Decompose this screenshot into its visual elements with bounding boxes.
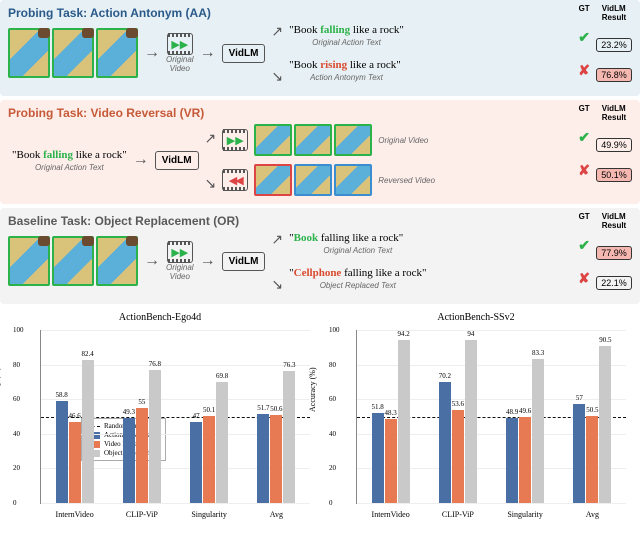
text-sub: Object Replaced Text xyxy=(289,281,426,290)
thumb xyxy=(96,28,138,78)
vidlm-box: VidLM xyxy=(155,151,199,170)
result-header: VidLM Result xyxy=(602,104,626,122)
cross-icon: ✘ xyxy=(578,162,590,179)
arrow-right-icon: → xyxy=(200,44,216,62)
result-columns: GT ✔ ✘ VidLM Result 23.2% 76.8% xyxy=(578,4,632,82)
cross-icon: ✘ xyxy=(578,62,590,79)
chart-title: ActionBench-SSv2 xyxy=(322,312,630,323)
thumb xyxy=(334,164,372,196)
result-badge: 49.9% xyxy=(596,138,632,152)
fork-arrows: ↗↘ xyxy=(205,133,217,188)
video-thumbs xyxy=(8,28,138,78)
plot-area: Random Guess Action Antonym Video Revers… xyxy=(40,330,310,504)
plot-area: 02040608010051.848.394.2InternVideo70.25… xyxy=(356,330,626,504)
cross-icon: ✘ xyxy=(578,270,590,287)
fork-arrows: ↗↘ xyxy=(271,234,283,289)
thumb xyxy=(254,124,292,156)
film-icon: ▶▶ xyxy=(167,33,193,55)
video-thumbs xyxy=(8,236,138,286)
check-icon: ✔ xyxy=(578,129,590,146)
video-thumbs-reversed xyxy=(254,164,372,196)
check-icon: ✔ xyxy=(578,237,590,254)
text-input: "Book falling like a rock" xyxy=(12,149,127,161)
video-thumbs-original xyxy=(254,124,372,156)
text-original: "Book falling like a rock" xyxy=(289,24,404,36)
thumb xyxy=(52,236,94,286)
thumb xyxy=(8,236,50,286)
chart-ssv2: ActionBench-SSv2 Accuracy (%) 0204060801… xyxy=(322,312,630,532)
panel-title-aa: Probing Task: Action Antonym (AA) xyxy=(8,6,632,20)
result-badge-highlight: 50.1% xyxy=(596,168,632,182)
result-header: VidLM Result xyxy=(602,4,626,22)
text-sub: Original Action Text xyxy=(289,38,404,47)
panel-title-vr: Probing Task: Video Reversal (VR) xyxy=(8,106,632,120)
text-replaced: "Cellphone falling like a rock" xyxy=(289,267,426,279)
video-caption: Original Video xyxy=(166,263,194,281)
result-columns: GT ✔ ✘ VidLM Result 77.9% 22.1% xyxy=(578,212,632,290)
arrow-right-icon: → xyxy=(133,151,149,169)
film-reverse-icon: ◀◀ xyxy=(222,169,248,191)
vidlm-box: VidLM xyxy=(222,44,266,63)
thumb xyxy=(294,164,332,196)
chart-title: ActionBench-Ego4d xyxy=(6,312,314,323)
thumb xyxy=(334,124,372,156)
thumb xyxy=(52,28,94,78)
result-badge: 22.1% xyxy=(596,276,632,290)
panel-object-replacement: Baseline Task: Object Replacement (OR) G… xyxy=(0,208,640,304)
text-original: "Book falling like a rock" xyxy=(289,232,426,244)
chart-ego4d: ActionBench-Ego4d Accuracy (%) Random Gu… xyxy=(6,312,314,532)
check-icon: ✔ xyxy=(578,29,590,46)
y-axis-label: Accuracy (%) xyxy=(0,367,1,412)
text-sub: Action Antonym Text xyxy=(289,73,404,82)
thumb xyxy=(8,28,50,78)
y-axis-label: Accuracy (%) xyxy=(308,367,317,412)
video-caption: Original Video xyxy=(378,136,428,145)
result-badge-highlight: 76.8% xyxy=(596,68,632,82)
text-antonym: "Book rising like a rock" xyxy=(289,59,404,71)
thumb xyxy=(254,164,292,196)
thumb xyxy=(294,124,332,156)
text-sub: Original Action Text xyxy=(289,246,426,255)
fork-arrows: ↗↘ xyxy=(271,26,283,81)
thumb xyxy=(96,236,138,286)
arrow-right-icon: → xyxy=(200,252,216,270)
gt-header: GT xyxy=(579,212,590,221)
video-caption: Original Video xyxy=(166,55,194,73)
text-sub: Original Action Text xyxy=(12,163,127,172)
result-columns: GT ✔ ✘ VidLM Result 49.9% 50.1% xyxy=(578,104,632,182)
result-badge: 23.2% xyxy=(596,38,632,52)
result-badge-highlight: 77.9% xyxy=(596,246,632,260)
panel-title-or: Baseline Task: Object Replacement (OR) xyxy=(8,214,632,228)
panel-video-reversal: Probing Task: Video Reversal (VR) GT ✔ ✘… xyxy=(0,100,640,204)
arrow-right-icon: → xyxy=(144,252,160,270)
charts-row: ActionBench-Ego4d Accuracy (%) Random Gu… xyxy=(0,308,640,532)
panel-action-antonym: Probing Task: Action Antonym (AA) GT ✔ ✘… xyxy=(0,0,640,96)
result-header: VidLM Result xyxy=(602,212,626,230)
video-caption: Reversed Video xyxy=(378,176,435,185)
gt-header: GT xyxy=(579,104,590,113)
film-icon: ▶▶ xyxy=(222,129,248,151)
vidlm-box: VidLM xyxy=(222,252,266,271)
film-icon: ▶▶ xyxy=(167,241,193,263)
gt-header: GT xyxy=(579,4,590,13)
arrow-right-icon: → xyxy=(144,44,160,62)
